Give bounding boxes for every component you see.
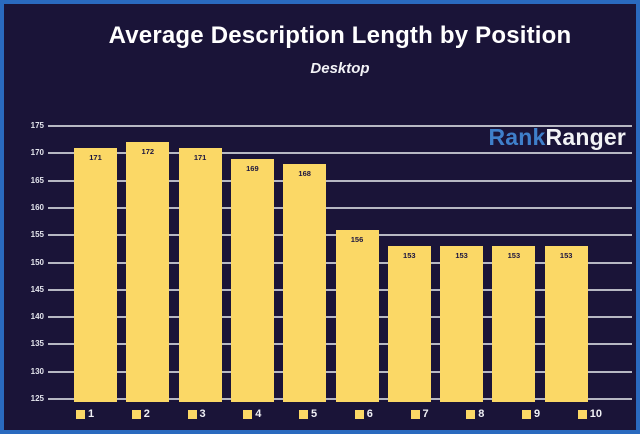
legend-swatch-icon	[410, 409, 420, 419]
legend-label: 3	[199, 408, 206, 420]
legend-label: 1	[88, 408, 95, 420]
gridline	[48, 179, 632, 182]
legend-label: 9	[534, 408, 541, 420]
y-tick-label: 145	[30, 284, 44, 294]
bar: 153	[440, 246, 484, 402]
bar: 153	[544, 246, 588, 402]
bar: 169	[230, 158, 274, 402]
legend-label: 8	[478, 408, 485, 420]
legend-swatch-icon	[299, 409, 308, 419]
legend-item: 8	[466, 408, 484, 420]
legend-swatch-icon	[522, 409, 531, 419]
bar-value-label: 172	[141, 147, 155, 157]
bar: 153	[387, 246, 431, 402]
legend-item: 6	[354, 408, 373, 420]
legend-item: 7	[410, 408, 429, 420]
legend-label: 6	[366, 408, 373, 420]
chart-subtitle: Desktop	[310, 60, 370, 77]
y-tick-label: 155	[30, 230, 44, 240]
bar: 153	[492, 246, 536, 402]
bar-value-label: 156	[350, 234, 364, 244]
gridline	[48, 206, 632, 209]
bar: 168	[283, 164, 327, 402]
bar-value-label: 153	[455, 251, 468, 261]
bar-value-label: 168	[298, 169, 311, 179]
y-tick-label: 125	[30, 394, 44, 403]
chart-title: Average Description Length by Position	[108, 22, 572, 49]
bar: 156	[335, 229, 379, 402]
legend-label: 7	[422, 408, 429, 420]
bar-value-label: 153	[559, 251, 573, 261]
y-tick-label: 135	[30, 339, 44, 349]
legend-swatch-icon	[187, 409, 197, 419]
legend-item: 1	[76, 408, 94, 420]
logo-text-ranger: Ranger	[545, 124, 626, 150]
legend-item: 2	[131, 408, 150, 420]
bar-value-label: 171	[89, 152, 102, 162]
legend-swatch-icon	[354, 409, 364, 419]
gridline	[48, 125, 632, 127]
bar-value-label: 153	[507, 251, 521, 261]
legend-swatch-icon	[131, 409, 141, 419]
bar-value-label: 171	[193, 152, 207, 162]
bar-value-label: 169	[246, 163, 259, 173]
legend-label: 10	[589, 408, 602, 420]
y-tick-label: 160	[30, 202, 44, 212]
y-tick-label: 165	[30, 175, 44, 185]
legend-item: 5	[299, 408, 317, 420]
y-tick-label: 140	[30, 312, 44, 322]
y-tick-label: 150	[30, 257, 44, 267]
bar: 171	[74, 147, 117, 402]
legend-label: 4	[255, 408, 262, 420]
gridline	[48, 152, 632, 155]
y-tick-label: 170	[30, 148, 44, 158]
legend: 1 2 3 4 5 6 7 8 9 10	[76, 408, 602, 420]
legend-item: 4	[243, 408, 261, 420]
y-tick-label: 130	[30, 366, 44, 376]
legend-swatch-icon	[466, 409, 476, 419]
legend-swatch-icon	[577, 409, 587, 419]
y-tick-label: 175	[30, 121, 44, 130]
legend-swatch-icon	[243, 409, 253, 419]
bar: 172	[126, 142, 170, 402]
rankranger-logo: RankRanger	[488, 124, 627, 150]
legend-item: 10	[577, 408, 602, 420]
bar: 171	[178, 147, 222, 402]
logo-text-rank: Rank	[488, 124, 546, 150]
legend-item: 9	[522, 408, 540, 420]
legend-label: 5	[311, 408, 318, 420]
legend-label: 2	[143, 408, 150, 420]
bar-value-label: 153	[403, 251, 416, 261]
legend-item: 3	[187, 408, 206, 420]
legend-swatch-icon	[76, 409, 85, 419]
